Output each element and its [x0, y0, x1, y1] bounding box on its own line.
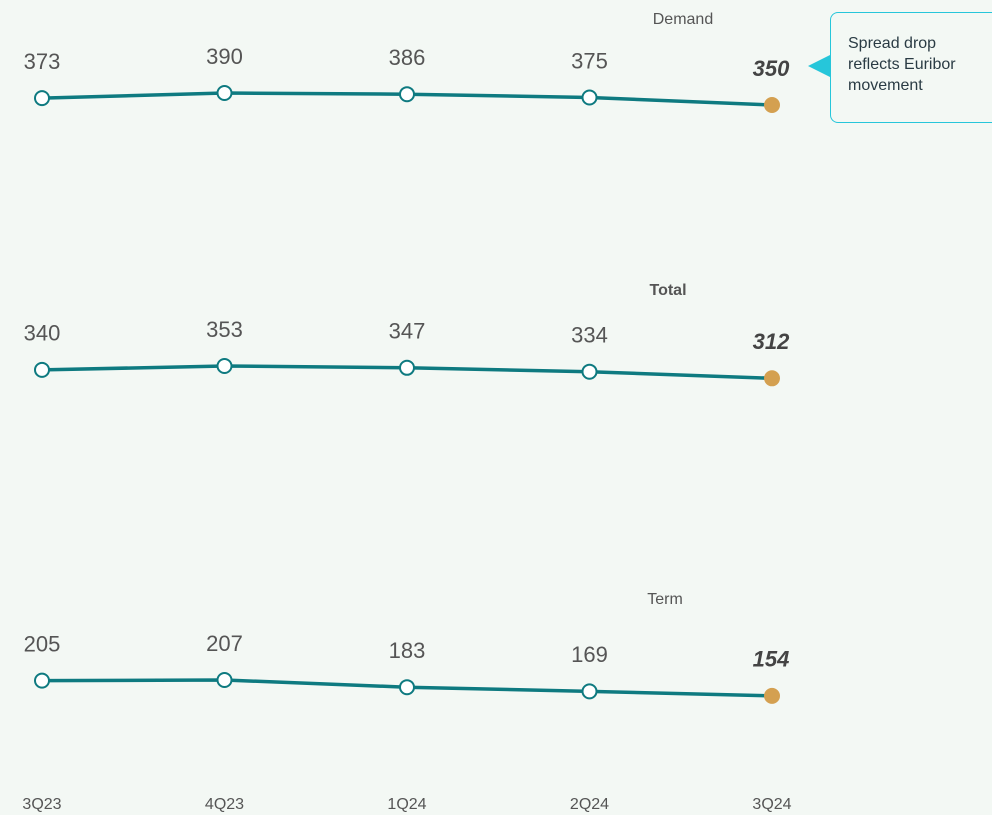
x-tick-label: 4Q23	[205, 796, 244, 813]
annotation: Spread drop reflects Euribor movement	[830, 12, 992, 123]
point	[34, 361, 50, 378]
point	[399, 679, 415, 696]
value-label: 386	[389, 45, 426, 70]
value-label: 390	[206, 44, 243, 69]
point	[34, 90, 50, 107]
point	[399, 359, 415, 376]
value-label: 353	[206, 317, 243, 342]
callout-pointer	[808, 55, 830, 77]
x-tick-label: 3Q24	[752, 796, 791, 813]
point	[216, 672, 233, 688]
point	[216, 85, 233, 101]
series-name: Total	[649, 282, 686, 299]
point	[34, 672, 50, 689]
x-tick-label: 3Q23	[22, 796, 61, 813]
highlight-point	[764, 687, 780, 704]
value-label: 169	[571, 642, 608, 667]
value-label: 207	[206, 631, 243, 656]
series-name: Demand	[653, 11, 713, 28]
highlight-point	[764, 97, 780, 113]
value-label: 373	[24, 49, 61, 74]
point	[399, 86, 415, 103]
series-name: Term	[647, 591, 683, 608]
value-label: 375	[571, 48, 608, 73]
value-label: 154	[753, 647, 790, 672]
highlight-point	[764, 370, 780, 387]
point	[216, 358, 233, 374]
point	[581, 89, 598, 106]
x-tick-label: 1Q24	[387, 796, 426, 813]
value-label: 205	[24, 631, 61, 656]
value-label: 312	[753, 329, 790, 354]
x-tick-label: 2Q24	[570, 796, 609, 813]
value-label: 347	[389, 319, 426, 344]
value-label: 183	[389, 638, 426, 663]
value-label: 350	[753, 56, 790, 81]
value-label: 334	[571, 323, 608, 348]
value-label: 340	[24, 321, 61, 346]
point	[581, 363, 598, 380]
point	[581, 683, 598, 700]
